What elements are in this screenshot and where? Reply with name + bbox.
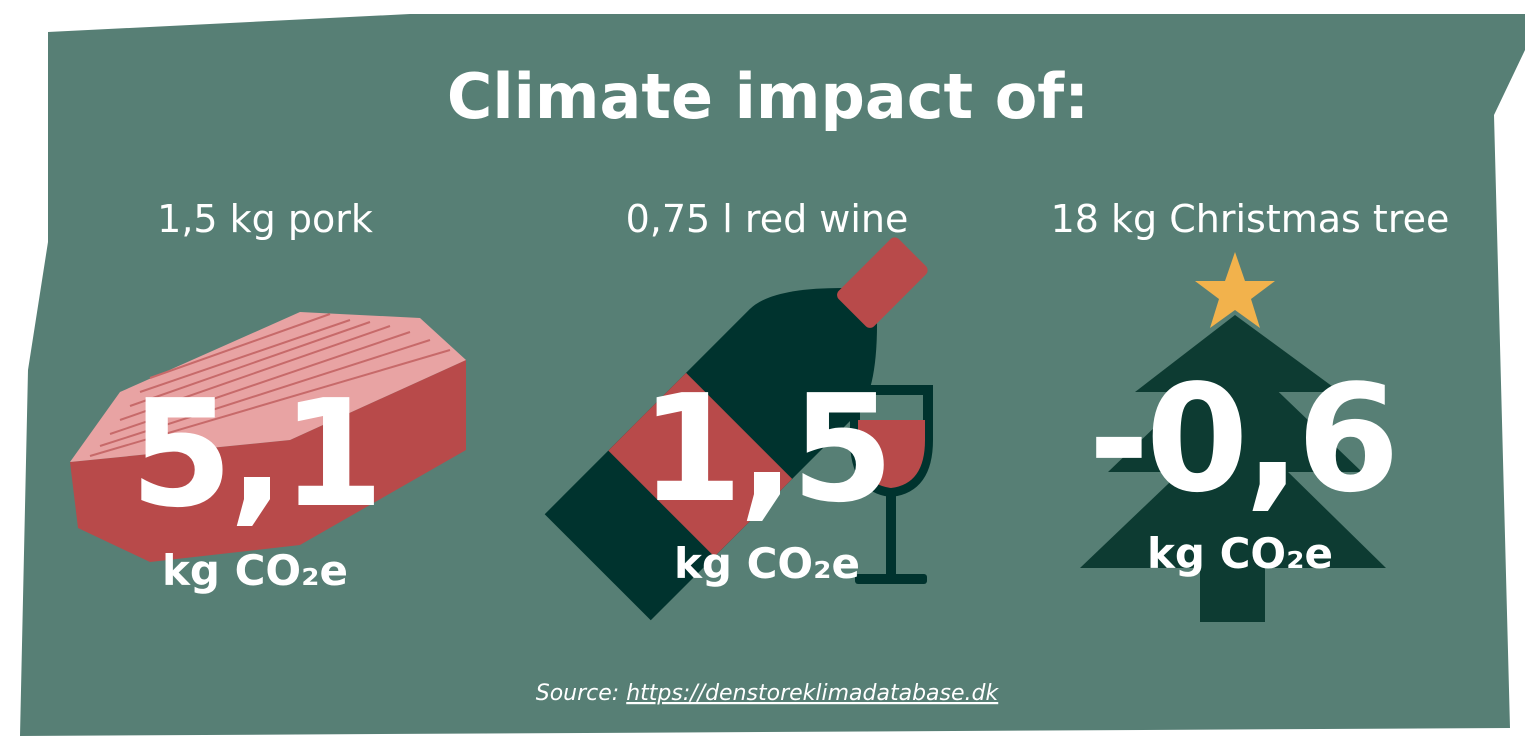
source-link[interactable]: https://denstoreklimadatabase.dk xyxy=(626,681,999,706)
source-prefix: Source: xyxy=(536,681,619,706)
pork-icon xyxy=(70,312,466,562)
tree-icon xyxy=(1080,252,1386,622)
wine-icon xyxy=(544,237,933,621)
item-label: 0,75 l red wine xyxy=(626,197,909,241)
item-unit: kg CO₂e xyxy=(674,539,860,588)
source: Source: https://denstoreklimadatabase.dk xyxy=(536,681,1000,706)
item-label: 1,5 kg pork xyxy=(157,197,373,241)
item-unit: kg CO₂e xyxy=(162,546,348,595)
item-unit: kg CO₂e xyxy=(1147,529,1333,578)
item-label: 18 kg Christmas tree xyxy=(1051,197,1450,241)
item-value: 5,1 xyxy=(130,368,380,540)
item-value: -0,6 xyxy=(1088,353,1396,525)
item-value: 1,5 xyxy=(640,363,890,535)
title: Climate impact of: xyxy=(447,60,1089,133)
